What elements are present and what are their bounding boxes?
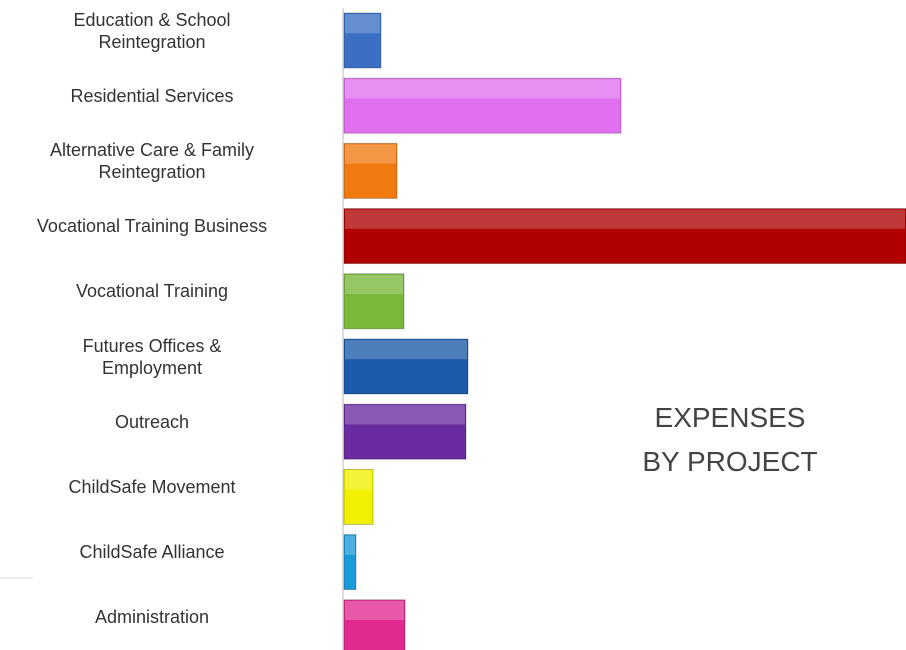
bar	[343, 12, 382, 69]
category-label: Education & School Reintegration	[73, 9, 231, 52]
bar-shine	[345, 79, 620, 99]
category-label: Vocational Training	[75, 281, 229, 302]
category-label: ChildSafe Alliance	[79, 542, 225, 563]
category-label: Administration	[94, 607, 210, 628]
bar	[343, 142, 398, 199]
category-label: Outreach	[114, 411, 190, 432]
bar-shine	[345, 405, 465, 425]
bar	[343, 599, 406, 650]
bar-shine	[345, 144, 396, 164]
category-label: ChildSafe Movement	[68, 476, 236, 497]
bar	[343, 273, 405, 330]
bar	[343, 338, 469, 395]
bar-shine	[345, 209, 905, 229]
category-label: Alternative Care & Family Reintegration	[49, 139, 255, 182]
category-label: Residential Services	[70, 85, 234, 106]
bar-shine	[345, 535, 355, 555]
bar-shine	[345, 600, 404, 621]
bar	[343, 77, 622, 134]
bar	[343, 403, 467, 460]
bar-shine	[345, 274, 403, 295]
bar	[343, 534, 357, 591]
bar-shine	[345, 14, 380, 34]
category-label: Futures Offices & Employment	[82, 335, 222, 378]
category-label: Vocational Training Business	[36, 216, 268, 237]
bar-shine	[345, 340, 467, 360]
bar	[343, 468, 374, 525]
bar-shine	[345, 470, 372, 490]
bar	[343, 208, 906, 265]
chart-title: EXPENSES BY PROJECT	[642, 402, 818, 477]
